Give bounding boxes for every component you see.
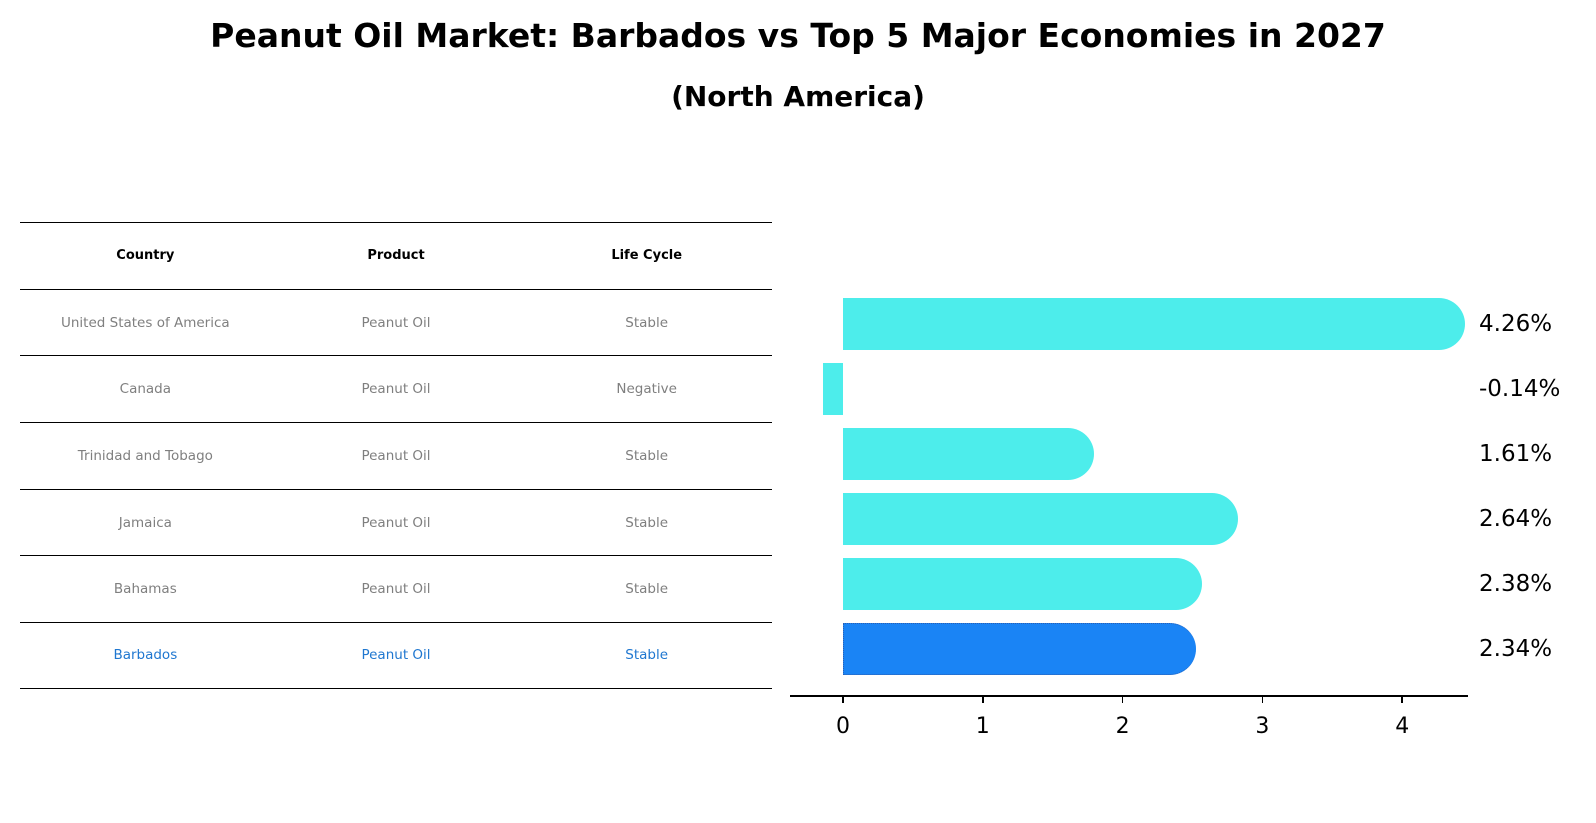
bar [843,493,1239,545]
table-row: Canada Peanut Oil Negative [20,355,772,422]
x-axis-line [790,695,1468,697]
bar [843,298,1465,350]
value-label: 4.26% [1479,311,1553,337]
x-tick-label: 2 [1115,714,1130,739]
cell-product: Peanut Oil [361,381,431,398]
column-header-life-cycle: Life Cycle [611,248,683,264]
cell-life-cycle: Stable [625,581,669,598]
chart-subtitle: (North America) [671,80,925,113]
table-row-highlighted: Barbados Peanut Oil Stable [20,622,772,689]
table-row: United States of America Peanut Oil Stab… [20,288,772,356]
x-tick [1261,696,1264,703]
bar [843,428,1095,480]
cell-product: Peanut Oil [361,647,431,664]
x-tick-label: 4 [1395,714,1410,739]
cell-product: Peanut Oil [361,514,431,531]
value-label: 2.34% [1479,636,1553,662]
cell-country: Bahamas [113,581,177,598]
cell-country: Canada [119,381,172,398]
table-row: Trinidad and Tobago Peanut Oil Stable [20,422,772,489]
value-label: 1.61% [1479,441,1553,467]
x-tick [842,696,844,703]
x-tick [982,696,984,703]
value-label: 2.64% [1479,506,1553,532]
table-header-row: Country Product Life Cycle [20,222,772,289]
cell-country: Trinidad and Tobago [77,447,213,464]
cell-life-cycle: Stable [625,314,669,331]
bar [843,558,1202,610]
cell-country: United States of America [60,314,230,331]
x-tick [1401,696,1403,703]
x-tick-label: 1 [975,714,990,739]
value-label: 2.38% [1479,571,1553,597]
bar [823,363,843,415]
country-table: Country Product Life Cycle United States… [20,222,772,689]
cell-life-cycle: Stable [625,647,669,664]
column-header-product: Product [367,248,425,264]
cell-life-cycle: Stable [625,514,669,531]
cell-life-cycle: Negative [616,381,677,398]
cell-life-cycle: Stable [625,447,669,464]
chart-title: Peanut Oil Market: Barbados vs Top 5 Maj… [210,16,1386,55]
cell-country: Barbados [113,647,178,664]
table-row: Bahamas Peanut Oil Stable [20,555,772,622]
x-tick-label: 3 [1255,714,1270,739]
cell-product: Peanut Oil [361,581,431,598]
value-label: -0.14% [1479,376,1561,402]
cell-product: Peanut Oil [361,447,431,464]
table-row: Jamaica Peanut Oil Stable [20,488,772,556]
x-tick-label: 0 [836,714,850,739]
x-tick [1121,696,1124,703]
column-header-country: Country [116,248,175,264]
bar-highlighted [843,623,1197,675]
cell-product: Peanut Oil [361,314,431,331]
cell-country: Jamaica [118,514,172,531]
